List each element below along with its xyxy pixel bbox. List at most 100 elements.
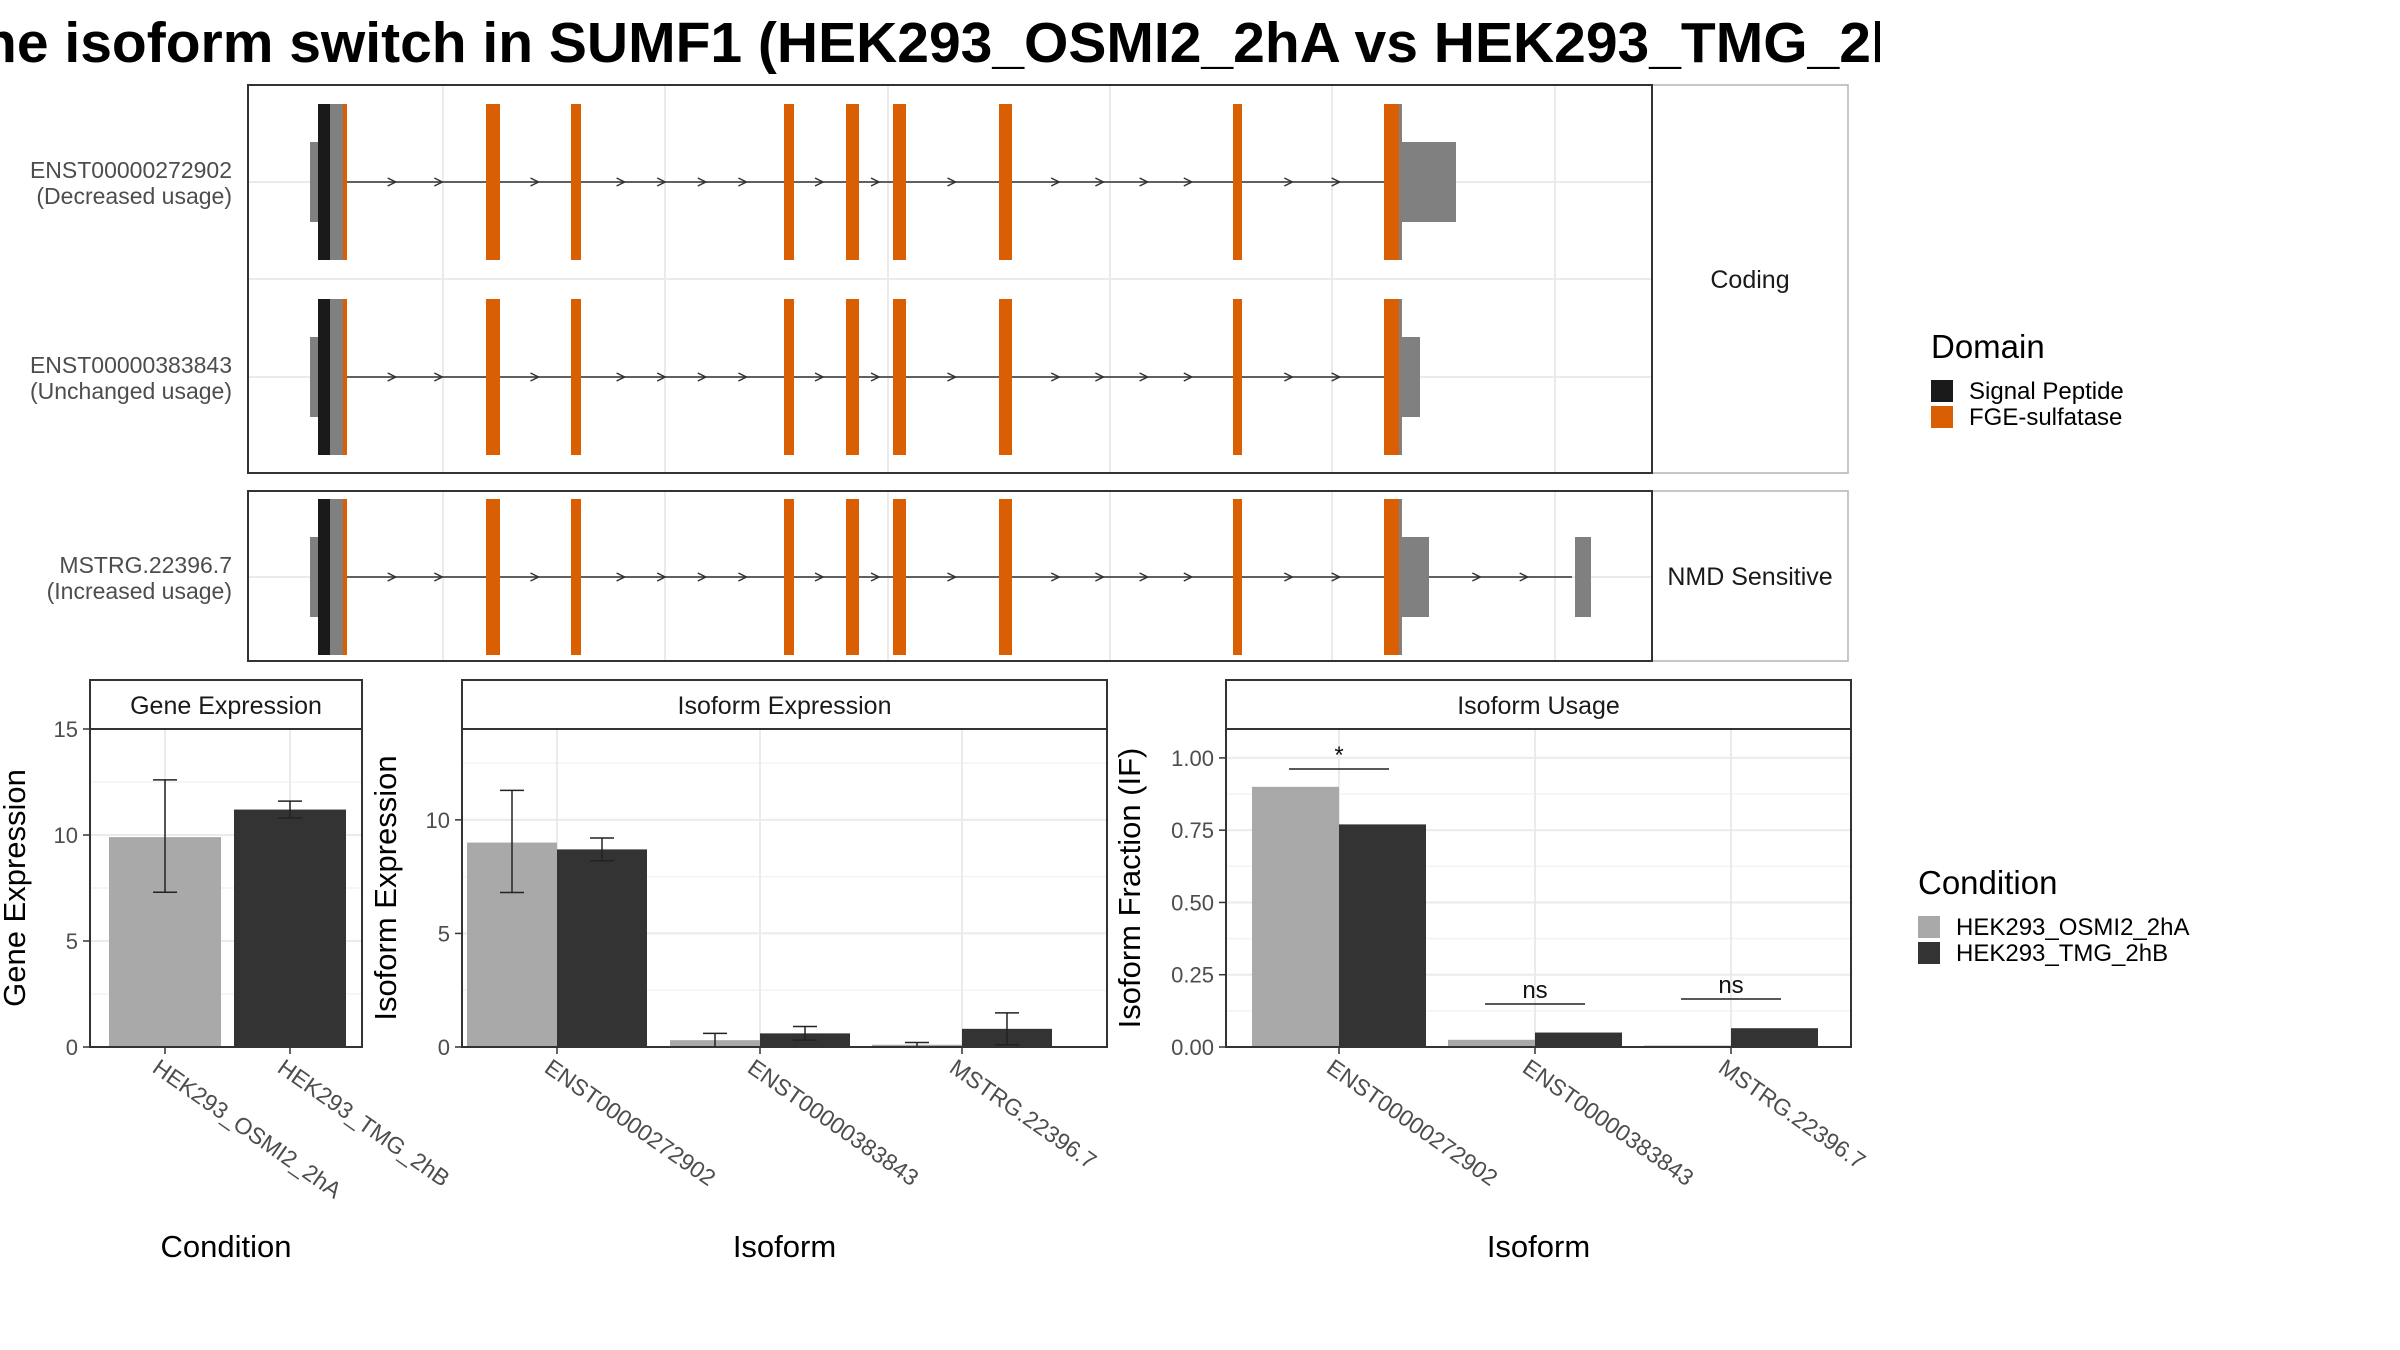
intron-direction-arrow <box>1139 372 1150 382</box>
utr-block <box>310 337 318 417</box>
fge-sulfatase-domain <box>999 104 1012 260</box>
intron-direction-arrow <box>530 372 541 382</box>
facet-strip <box>1651 84 1849 474</box>
y-tick-label: 5 <box>66 929 78 954</box>
chart-title-strip <box>461 679 1108 730</box>
fge-sulfatase-domain <box>343 499 347 655</box>
intron-direction-arrow <box>656 177 667 187</box>
intron-direction-arrow <box>697 372 708 382</box>
domain-legend-key <box>1931 406 1953 428</box>
cds-block <box>330 499 343 655</box>
fge-sulfatase-domain <box>571 299 581 455</box>
utr-block <box>1575 537 1591 617</box>
intron-direction-arrow <box>1095 572 1106 582</box>
intron-direction-arrow <box>870 372 881 382</box>
intron-direction-arrow <box>697 572 708 582</box>
intron-direction-arrow <box>814 372 825 382</box>
signal-peptide-domain <box>318 499 330 655</box>
utr-block <box>1400 537 1429 617</box>
transcript-usage-label: (Increased usage) <box>47 578 232 604</box>
fge-sulfatase-domain <box>846 299 859 455</box>
intron-direction-arrow <box>1050 572 1061 582</box>
intron-direction-arrow <box>1283 372 1295 382</box>
domain-legend-label: Signal Peptide <box>1969 378 2124 405</box>
y-tick-label: 1.00 <box>1171 746 1214 771</box>
transcript-usage-label: (Unchanged usage) <box>30 378 232 404</box>
cds-block <box>330 299 343 455</box>
intron-direction-arrow <box>1183 372 1194 382</box>
significance-label: ns <box>1718 972 1743 999</box>
fge-sulfatase-domain <box>1233 104 1242 260</box>
utr-block <box>310 142 318 222</box>
utr-block <box>1400 337 1420 417</box>
intron-direction-arrow <box>656 372 667 382</box>
y-axis-title: Isoform Fraction (IF) <box>1112 748 1147 1029</box>
fge-sulfatase-domain <box>893 104 906 260</box>
intron-direction-arrow <box>738 372 749 382</box>
figure-title-text: he isoform switch in SUMF1 (HEK293_OSMI2… <box>0 11 1880 75</box>
x-tick-label: MSTRG.22396.7 <box>945 1054 1101 1174</box>
intron-direction-arrow <box>738 177 749 187</box>
fge-sulfatase-domain <box>1384 104 1399 260</box>
y-tick-label: 10 <box>426 808 450 833</box>
fge-sulfatase-domain <box>784 299 794 455</box>
y-tick-label: 0.00 <box>1171 1035 1214 1060</box>
fge-sulfatase-domain <box>486 499 500 655</box>
intron-direction-arrow <box>1095 177 1106 187</box>
intron-direction-arrow <box>1331 572 1342 582</box>
bar-charts: 051015HEK293_OSMI2_2hAHEK293_TMG_2hBGene… <box>0 679 1870 1264</box>
intron-direction-arrow <box>616 177 627 187</box>
domain-legend-key <box>1931 380 1953 402</box>
x-axis-title: Condition <box>161 1229 292 1264</box>
bar <box>234 809 346 1047</box>
x-tick-label: ENST00000383843 <box>743 1054 923 1191</box>
chart-title: Isoform Expression <box>678 692 892 720</box>
bar <box>1535 1032 1622 1047</box>
fge-sulfatase-domain <box>846 499 859 655</box>
bar <box>1448 1039 1535 1047</box>
chart-title: Gene Expression <box>130 692 322 720</box>
intron-direction-arrow <box>1095 372 1106 382</box>
utr-block <box>310 537 318 617</box>
fge-sulfatase-domain <box>999 499 1012 655</box>
transcript-usage-label: (Decreased usage) <box>36 183 232 209</box>
transcript-structure-panel: Coding NMD Sensitive ENST00000272902(Decre… <box>30 84 1849 662</box>
y-tick-label: 0 <box>438 1035 450 1060</box>
intron-direction-arrow <box>387 372 398 382</box>
intron-direction-arrow <box>1331 177 1342 187</box>
condition-legend-title: Condition <box>1918 864 2057 901</box>
utr-block <box>1400 142 1456 222</box>
fge-sulfatase-domain <box>571 104 581 260</box>
intron-direction-arrow <box>870 572 881 582</box>
transcript-panel-border <box>247 490 1653 662</box>
y-axis-title: Gene Expression <box>0 769 32 1007</box>
intron-direction-arrow <box>1331 372 1342 382</box>
intron-direction-arrow <box>1050 177 1061 187</box>
intron-direction-arrow <box>947 372 958 382</box>
y-tick-label: 0.25 <box>1171 963 1214 988</box>
bar <box>1252 786 1339 1047</box>
x-axis-title: Isoform <box>1487 1229 1590 1264</box>
intron-direction-arrow <box>947 572 958 582</box>
x-axis-title: Isoform <box>733 1229 836 1264</box>
bar <box>557 849 647 1047</box>
figure-title: he isoform switch in SUMF1 (HEK293_OSMI2… <box>0 0 1880 90</box>
domain-legend-title: Domain <box>1931 328 2045 365</box>
x-tick-label: ENST00000272902 <box>1322 1054 1502 1191</box>
intron-direction-arrow <box>738 572 749 582</box>
fge-sulfatase-domain <box>784 499 794 655</box>
intron-direction-arrow <box>1519 572 1530 582</box>
intron-direction-arrow <box>697 177 708 187</box>
fge-sulfatase-domain <box>486 299 500 455</box>
intron-direction-arrow <box>656 572 667 582</box>
y-axis-title: Isoform Expression <box>368 755 403 1020</box>
fge-sulfatase-domain <box>1233 299 1242 455</box>
fge-sulfatase-domain <box>571 499 581 655</box>
y-tick-label: 10 <box>54 823 78 848</box>
condition-legend-label: HEK293_OSMI2_2hA <box>1956 914 2189 941</box>
intron-direction-arrow <box>1050 372 1061 382</box>
transcript-id-label: ENST00000383843 <box>30 352 232 378</box>
fge-sulfatase-domain <box>486 104 500 260</box>
